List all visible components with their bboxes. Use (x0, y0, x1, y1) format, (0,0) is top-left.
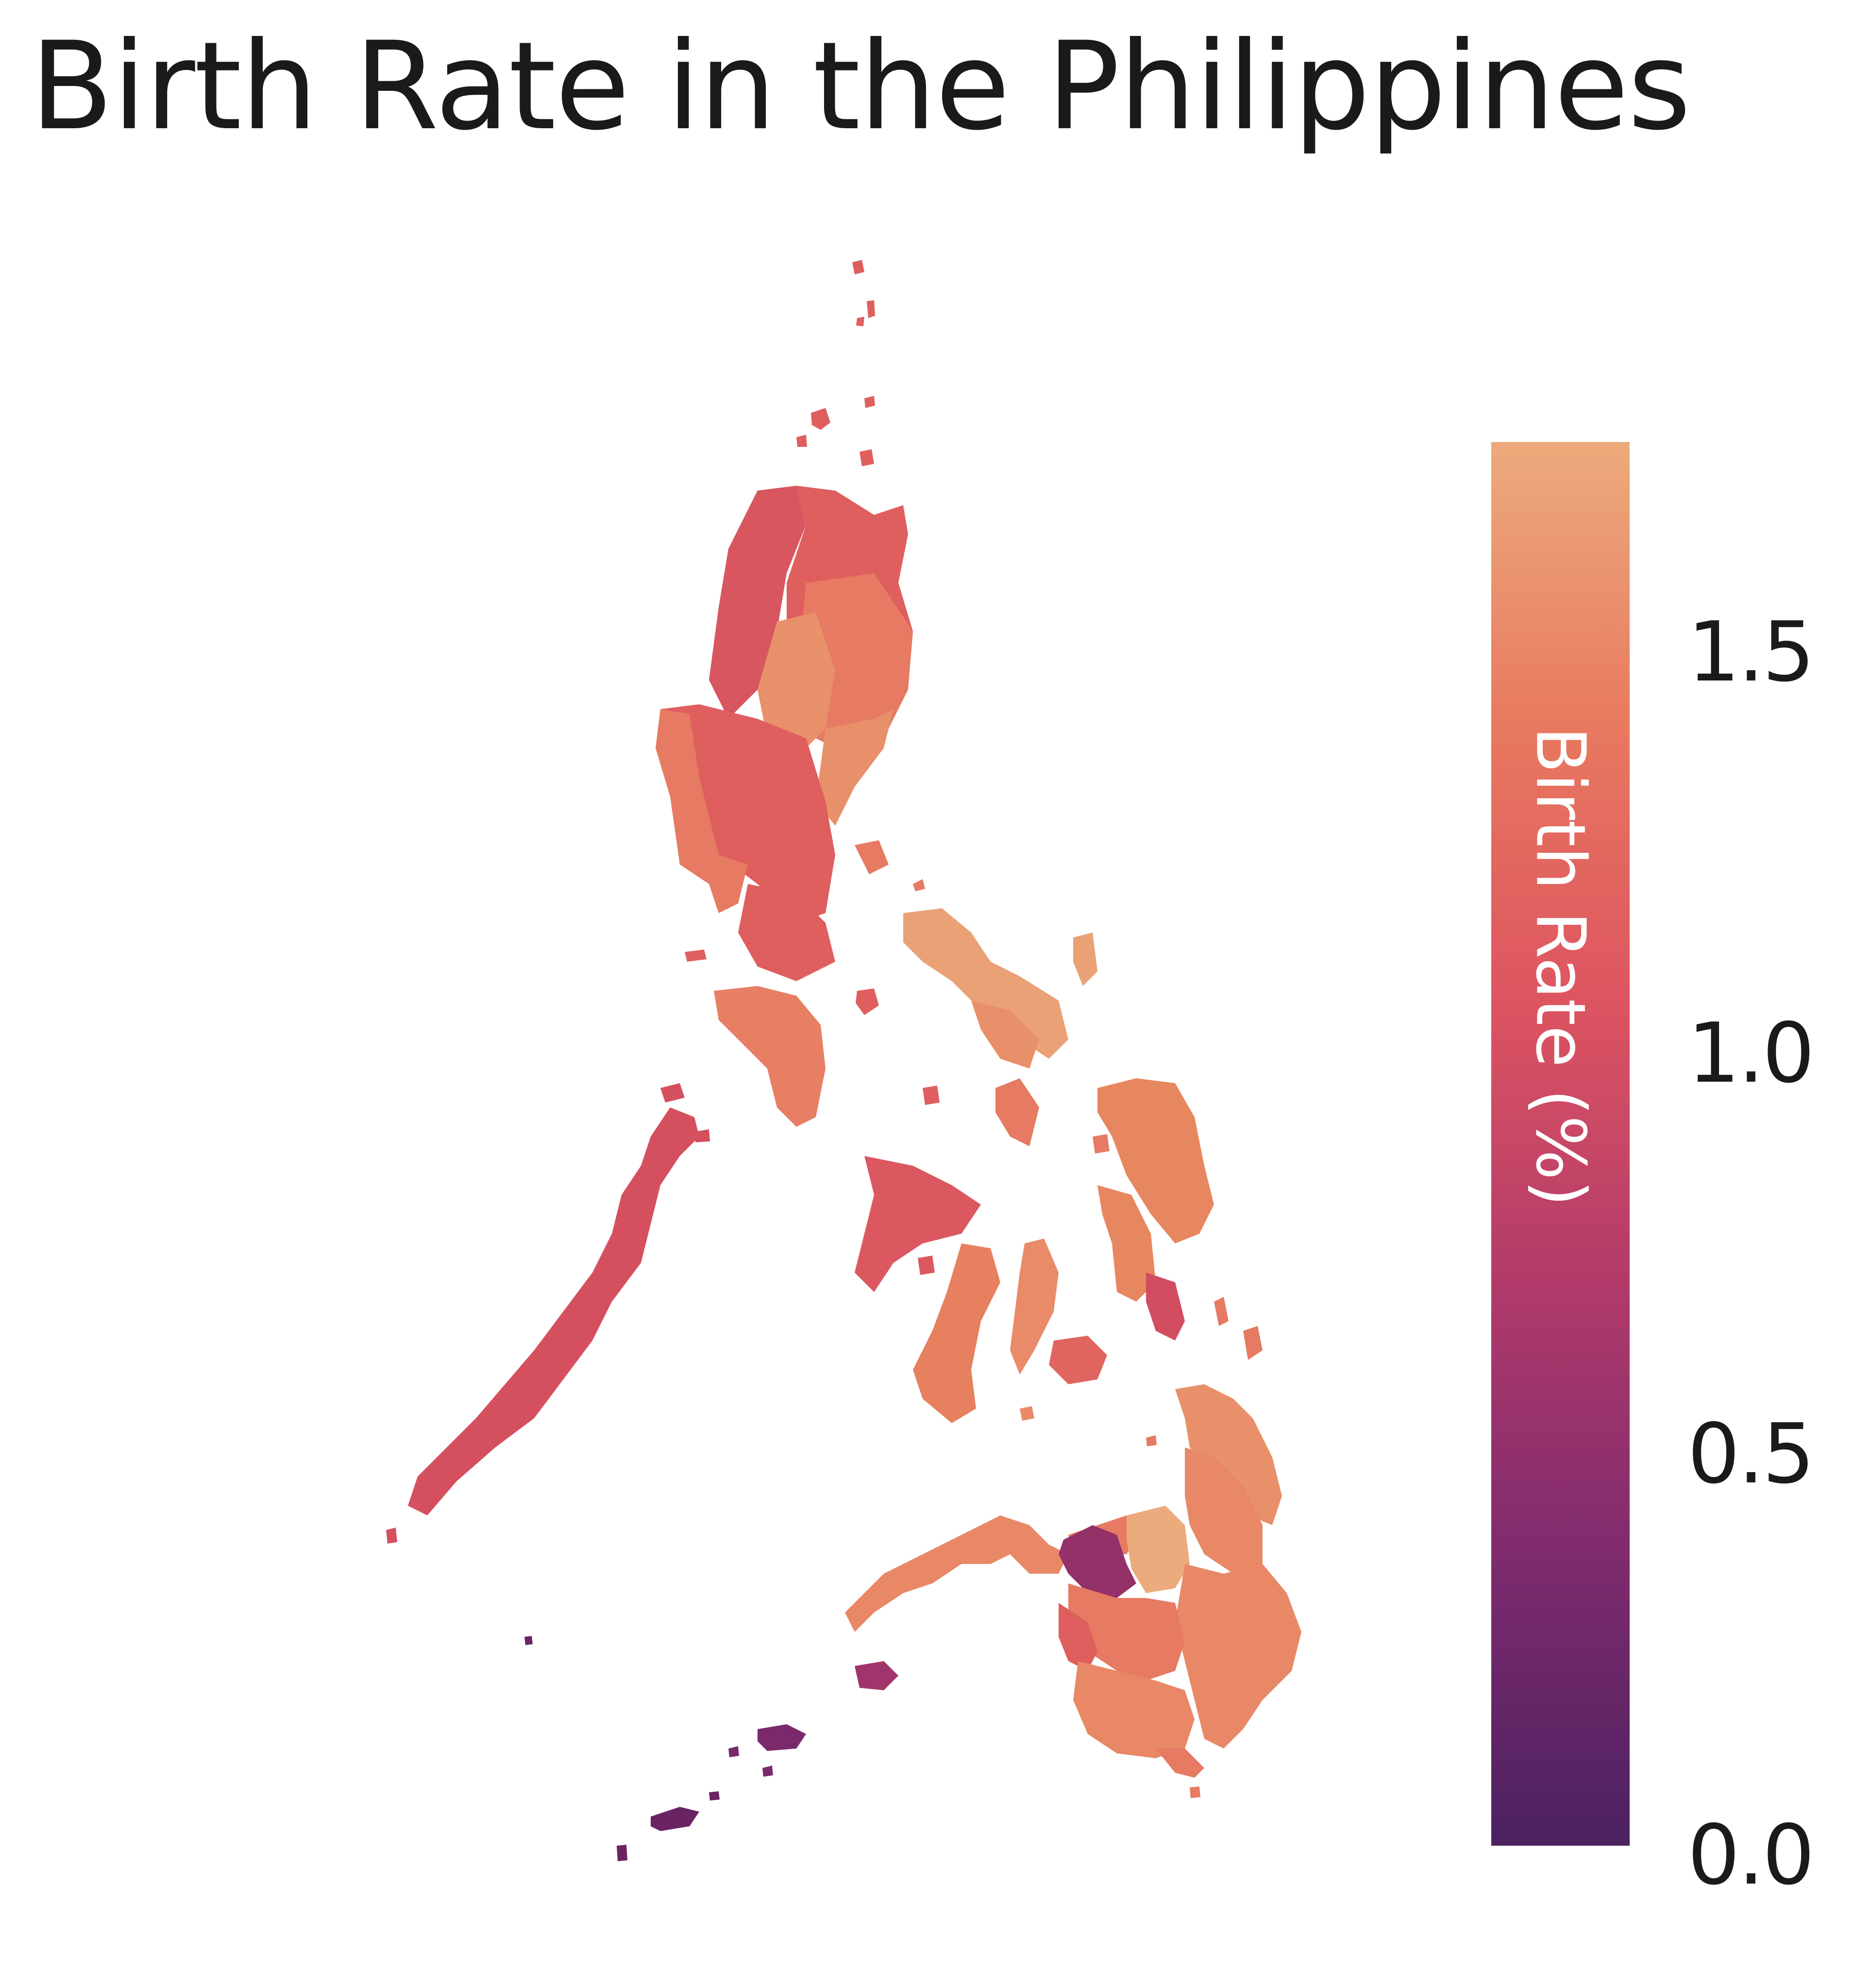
region-sulu[interactable] (728, 1724, 806, 1777)
region-samar[interactable] (1097, 1078, 1214, 1243)
colorbar-tick-label: 0.0 (1687, 1807, 1815, 1903)
region-catanduanes[interactable] (1073, 933, 1097, 986)
region-palawan[interactable] (408, 1107, 699, 1515)
region-calamian[interactable] (660, 1083, 710, 1142)
colorbar-tick-label: 1.0 (1687, 1005, 1815, 1102)
region-surigao[interactable] (1175, 1384, 1282, 1525)
region-camiguin[interactable] (1146, 1435, 1157, 1446)
region-tawi-tawi[interactable] (617, 1791, 720, 1861)
region-basilan[interactable] (855, 1661, 898, 1690)
region-romblon[interactable] (923, 1086, 940, 1105)
region-lubang[interactable] (685, 950, 707, 962)
region-cotabato[interactable] (1068, 1583, 1185, 1681)
region-siargao[interactable] (1243, 1326, 1263, 1360)
colorbar-tick-label: 1.5 (1687, 604, 1815, 700)
region-quezon-island[interactable] (855, 840, 925, 891)
region-siquijor[interactable] (1020, 1406, 1034, 1421)
colorbar-legend: Birth Rate (%) (1491, 442, 1630, 1846)
region-babuyan[interactable] (796, 396, 875, 466)
region-sarangani[interactable] (1156, 1749, 1204, 1798)
region-cebu[interactable] (1010, 1239, 1059, 1375)
region-balabac[interactable] (386, 1528, 397, 1544)
region-cordillera[interactable] (758, 612, 835, 758)
region-calabarzon[interactable] (738, 884, 835, 981)
region-south-cotabato[interactable] (1073, 1661, 1195, 1758)
region-marinduque[interactable] (856, 988, 879, 1015)
region-southern-leyte[interactable] (1146, 1273, 1185, 1341)
region-bukidnon[interactable] (1127, 1506, 1190, 1593)
region-maguindanao[interactable] (1059, 1603, 1097, 1671)
region-central-luzon[interactable] (660, 704, 835, 923)
region-albay[interactable] (971, 1001, 1039, 1069)
region-batanes[interactable] (852, 260, 875, 326)
region-biliran[interactable] (1093, 1134, 1110, 1154)
colorbar-gradient (1491, 442, 1630, 1846)
region-zambales[interactable] (656, 709, 719, 884)
region-guimaras[interactable] (918, 1256, 935, 1275)
region-aurora[interactable] (816, 709, 893, 826)
region-dinagat[interactable] (1214, 1297, 1229, 1326)
region-panay[interactable] (855, 1156, 981, 1292)
region-davao[interactable] (1175, 1564, 1301, 1749)
region-lanao[interactable] (1059, 1525, 1136, 1598)
region-ilocos[interactable] (709, 486, 806, 719)
region-leyte[interactable] (1097, 1185, 1156, 1302)
region-bataan[interactable] (709, 855, 748, 913)
colorbar-title: Birth Rate (%) (1520, 726, 1600, 1207)
region-bohol[interactable] (1049, 1336, 1107, 1384)
colorbar-tick-label: 0.5 (1687, 1406, 1815, 1503)
region-cagayan-de-tawi[interactable] (524, 1636, 533, 1645)
region-masbate[interactable] (995, 1078, 1039, 1146)
map-title: Birth Rate in the Philippines (30, 16, 1691, 157)
region-zamboanga-peninsula[interactable] (845, 1515, 1068, 1632)
region-agusan[interactable] (1185, 1447, 1263, 1574)
region-bicol[interactable] (903, 908, 1068, 1059)
region-mindoro[interactable] (714, 986, 826, 1127)
region-negros[interactable] (913, 1243, 1000, 1423)
